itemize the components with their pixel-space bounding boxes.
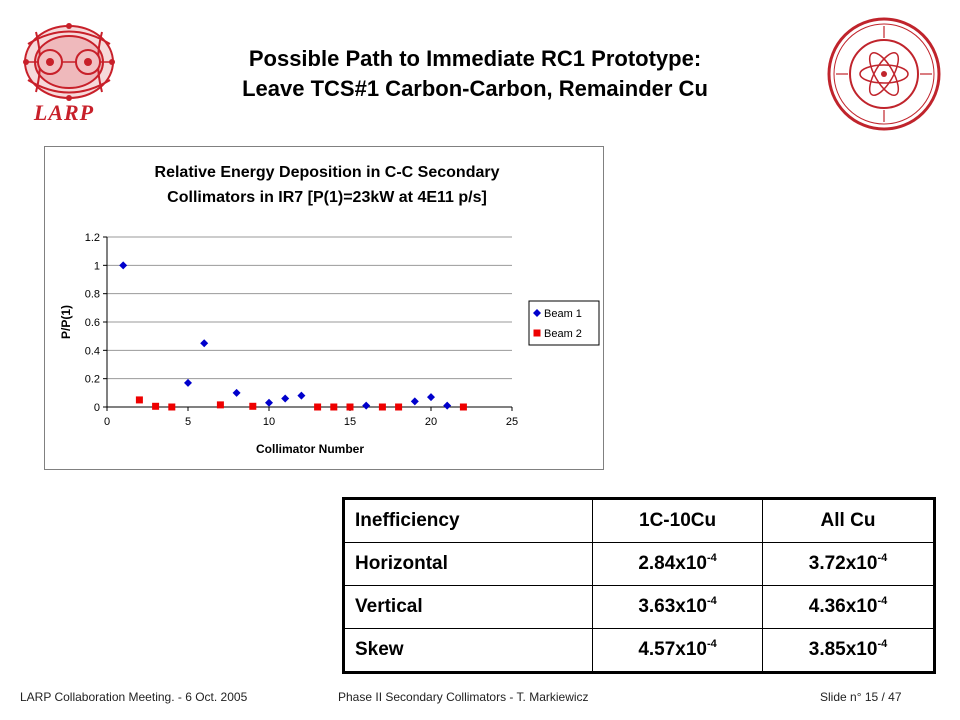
y-axis-label: P/P(1) (59, 305, 73, 339)
x-tick-label: 5 (185, 416, 191, 428)
inefficiency-table: Inefficiency 1C-10Cu All Cu Horizontal 2… (342, 497, 936, 674)
data-point (184, 378, 192, 387)
data-point (330, 403, 338, 411)
data-point (281, 394, 290, 403)
value-cell: 4.36x10-4 (761, 585, 936, 629)
table-row: Skew 4.57x10-4 3.85x10-4 (342, 628, 936, 673)
larp-logo-text: LARP (33, 100, 95, 125)
table-row: Horizontal 2.84x10-4 3.72x10-4 (342, 542, 936, 586)
larp-accelerator-logo-icon (23, 23, 115, 101)
data-point (152, 402, 160, 410)
data-point (168, 403, 176, 411)
footer-talk: Phase II Secondary Collimators - T. Mark… (338, 690, 589, 704)
slide-title-line2: Leave TCS#1 Carbon-Carbon, Remainder Cu (242, 76, 708, 101)
header-cell: Inefficiency (342, 498, 594, 543)
x-tick-label: 20 (425, 416, 437, 428)
data-point (410, 397, 419, 406)
row-label: Vertical (342, 585, 594, 629)
data-point (216, 401, 224, 409)
data-point (119, 261, 128, 270)
chart-canvas: Relative Energy Deposition in C-C Second… (59, 164, 600, 456)
header-cell: 1C-10Cu (592, 498, 763, 543)
legend-label: Beam 2 (544, 328, 582, 340)
data-point (395, 403, 403, 411)
data-point (314, 403, 322, 411)
table-row: Vertical 3.63x10-4 4.36x10-4 (342, 585, 936, 629)
slac-seal-icon (827, 17, 941, 131)
row-label: Skew (342, 628, 594, 673)
chart-title-line1: Relative Energy Deposition in C-C Second… (155, 164, 500, 181)
chart-title-line2: Collimators in IR7 [P(1)=23kW at 4E11 p/… (167, 189, 487, 206)
x-tick-label: 10 (263, 416, 275, 428)
y-tick-label: 0.6 (85, 317, 100, 329)
data-point (443, 401, 452, 410)
x-tick-label: 25 (506, 416, 518, 428)
data-point (232, 388, 241, 397)
data-point (362, 401, 371, 410)
y-tick-label: 1.2 (85, 232, 100, 244)
y-tick-label: 0.8 (85, 289, 100, 301)
legend-marker (533, 329, 541, 337)
y-tick-label: 0.2 (85, 374, 100, 386)
value-cell: 3.63x10-4 (592, 585, 763, 629)
data-point (297, 391, 306, 400)
table-header-row: Inefficiency 1C-10Cu All Cu (342, 498, 936, 543)
legend-box (528, 300, 600, 346)
row-label: Horizontal (342, 542, 594, 586)
x-tick-label: 15 (344, 416, 356, 428)
value-cell: 4.57x10-4 (592, 628, 763, 673)
y-tick-label: 0.4 (85, 345, 100, 357)
y-tick-label: 1 (94, 260, 100, 272)
data-point (265, 398, 273, 407)
data-point (427, 393, 435, 402)
footer-slide-number: Slide n° 15 / 47 (820, 690, 902, 704)
slide-title-line1: Possible Path to Immediate RC1 Prototype… (248, 46, 702, 71)
chart-legend: Beam 1 Beam 2 (528, 300, 600, 346)
value-cell: 3.72x10-4 (761, 542, 936, 586)
data-point (200, 339, 209, 348)
legend-marker (533, 309, 541, 317)
legend-label: Beam 1 (544, 308, 582, 320)
data-point (249, 402, 257, 410)
x-tick-label: 0 (104, 416, 110, 428)
value-cell: 3.85x10-4 (761, 628, 936, 673)
y-tick-label: 0 (94, 402, 100, 414)
data-point (346, 403, 354, 411)
value-cell: 2.84x10-4 (592, 542, 763, 586)
x-axis-label: Collimator Number (256, 442, 364, 456)
data-point (378, 403, 386, 411)
energy-deposition-chart: Relative Energy Deposition in C-C Second… (44, 146, 604, 470)
data-point (459, 403, 467, 411)
footer-meeting: LARP Collaboration Meeting. - 6 Oct. 200… (20, 690, 248, 704)
data-point (135, 396, 143, 404)
slide-title: Possible Path to Immediate RC1 Prototype… (130, 44, 820, 104)
header-cell: All Cu (761, 498, 936, 543)
